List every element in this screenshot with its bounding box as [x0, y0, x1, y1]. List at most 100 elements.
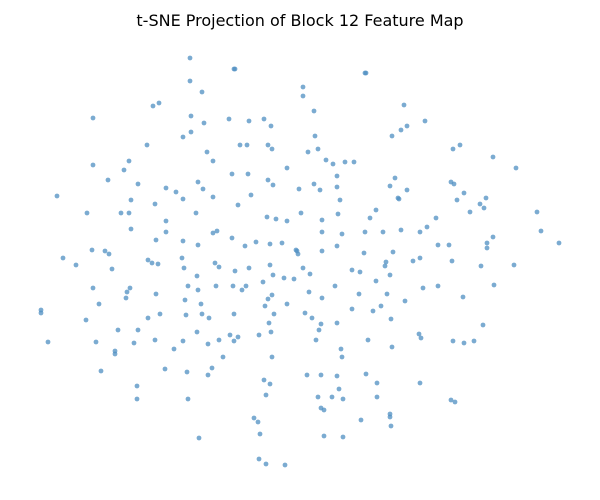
- scatter-point: [269, 354, 275, 360]
- scatter-point: [180, 338, 186, 344]
- scatter-point: [417, 380, 423, 386]
- scatter-point: [318, 321, 324, 327]
- scatter-point: [187, 55, 193, 61]
- scatter-point: [449, 258, 455, 264]
- scatter-point: [422, 118, 428, 124]
- scatter-point: [210, 194, 216, 200]
- scatter-point: [480, 322, 486, 328]
- scatter-point: [305, 149, 311, 155]
- scatter-point: [145, 315, 151, 321]
- scatter-point: [106, 251, 112, 257]
- scatter-point: [416, 331, 422, 337]
- scatter-point: [126, 210, 132, 216]
- scatter-point: [199, 311, 205, 317]
- scatter-point: [388, 316, 394, 322]
- scatter-point: [209, 365, 215, 371]
- scatter-point: [135, 181, 141, 187]
- scatter-point: [316, 327, 322, 333]
- scatter-point: [319, 295, 325, 301]
- scatter-point: [356, 291, 362, 297]
- scatter-point: [392, 175, 398, 181]
- scatter-point: [319, 248, 325, 254]
- scatter-point: [83, 317, 89, 323]
- scatter-point: [153, 237, 159, 243]
- scatter-point: [340, 434, 346, 440]
- scatter-point: [373, 207, 379, 213]
- scatter-point: [433, 215, 439, 221]
- scatter-point: [315, 146, 321, 152]
- scatter-point: [450, 146, 456, 152]
- scatter-point: [239, 287, 245, 293]
- scatter-point: [257, 431, 263, 437]
- scatter-point: [84, 210, 90, 216]
- scatter-point: [357, 269, 363, 275]
- scatter-point: [123, 295, 129, 301]
- scatter-point: [263, 392, 269, 398]
- scatter-point: [417, 229, 423, 235]
- scatter-points: [38, 55, 562, 468]
- scatter-point: [204, 149, 210, 155]
- scatter-point: [337, 197, 343, 203]
- scatter-point: [193, 210, 199, 216]
- scatter-point: [420, 285, 426, 291]
- scatter-point: [155, 261, 161, 267]
- scatter-point: [309, 315, 315, 321]
- scatter-point: [334, 320, 340, 326]
- scatter-point: [181, 265, 187, 271]
- scatter-point: [264, 214, 270, 220]
- scatter-point: [232, 268, 238, 274]
- scatter-point: [195, 179, 201, 185]
- scatter-point: [134, 396, 140, 402]
- scatter-point: [451, 181, 457, 187]
- scatter-point: [246, 118, 252, 124]
- scatter-point: [380, 229, 386, 235]
- scatter-point: [490, 234, 496, 240]
- scatter-point: [312, 133, 318, 139]
- scatter-point: [265, 177, 271, 183]
- scatter-point: [404, 187, 410, 193]
- scatter-point: [334, 243, 340, 249]
- scatter-point: [196, 435, 202, 441]
- scatter-point: [145, 257, 151, 263]
- scatter-point: [162, 366, 168, 372]
- scatter-point: [342, 159, 348, 165]
- scatter-point: [511, 262, 517, 268]
- scatter-point: [261, 116, 267, 122]
- scatter-point: [336, 386, 342, 392]
- scatter-point: [109, 266, 115, 272]
- scatter-point: [185, 396, 191, 402]
- scatter-point: [534, 209, 540, 215]
- scatter-point: [402, 298, 408, 304]
- scatter-point: [256, 332, 262, 338]
- scatter-point: [216, 337, 222, 343]
- scatter-point: [334, 184, 340, 190]
- scatter-point: [332, 283, 338, 289]
- scatter-point: [231, 311, 237, 317]
- scatter-point: [513, 165, 519, 171]
- scatter-point: [227, 332, 233, 338]
- scatter-point: [163, 185, 169, 191]
- scatter-point: [373, 278, 379, 284]
- scatter-point: [330, 161, 336, 167]
- scatter-point: [450, 338, 456, 344]
- scatter-point: [268, 123, 274, 129]
- scatter-point: [556, 240, 562, 246]
- scatter-point: [267, 381, 273, 387]
- scatter-point: [323, 157, 329, 163]
- scatter-point: [483, 195, 489, 201]
- scatter-point: [232, 66, 238, 72]
- scatter-point: [131, 340, 137, 346]
- scatter-point: [304, 372, 310, 378]
- scatter-point: [315, 394, 321, 400]
- scatter-point: [374, 380, 380, 386]
- scatter-point: [374, 394, 380, 400]
- scatter-point: [230, 283, 236, 289]
- scatter-point: [266, 320, 272, 326]
- scatter-point: [313, 337, 319, 343]
- scatter-point: [38, 310, 44, 316]
- scatter-point: [269, 292, 275, 298]
- scatter-point: [302, 310, 308, 316]
- scatter-point: [329, 394, 335, 400]
- scatter-point: [383, 259, 389, 265]
- scatter-point: [180, 134, 186, 140]
